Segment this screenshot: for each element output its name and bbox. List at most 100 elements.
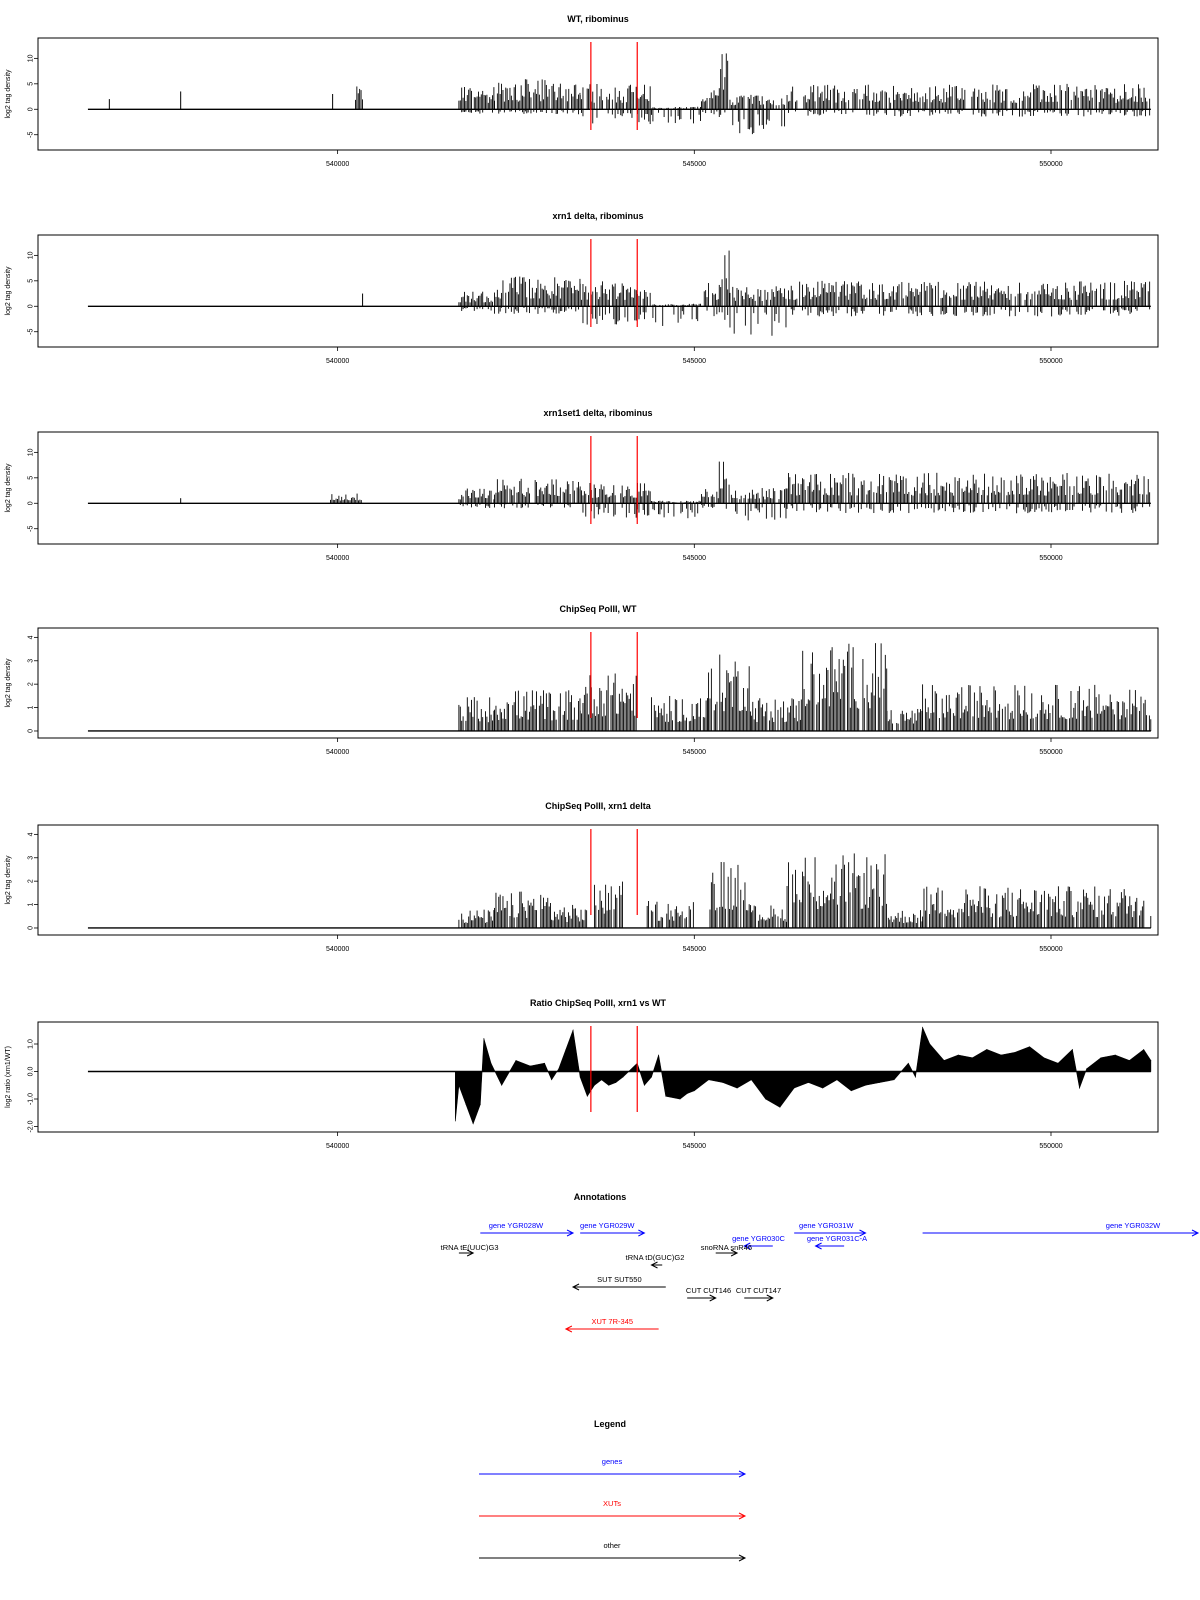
ratio-point xyxy=(986,1049,988,1050)
ratio-point xyxy=(594,1084,595,1086)
panel-title: xrn1 delta, ribominus xyxy=(552,211,643,221)
arrow-right-icon xyxy=(859,1229,867,1237)
arrow-right-icon xyxy=(730,1249,739,1257)
legend-label: other xyxy=(603,1541,621,1550)
annotation-feature: gene YGR029W xyxy=(580,1221,646,1237)
ratio-point xyxy=(750,1079,752,1081)
arrow-right-icon xyxy=(738,1554,747,1562)
ratio-point xyxy=(679,1098,681,1100)
ratio-point xyxy=(915,1076,916,1078)
x-tick-label: 540000 xyxy=(326,555,349,562)
ratio-point xyxy=(893,1079,895,1081)
y-tick-label: 2 xyxy=(28,682,35,686)
x-tick-label: 550000 xyxy=(1039,161,1062,168)
y-tick-label: 4 xyxy=(28,635,35,639)
y-tick-label: 5 xyxy=(28,279,35,283)
x-tick-label: 540000 xyxy=(326,358,349,365)
ratio-point xyxy=(665,1095,667,1097)
y-tick-label: 10 xyxy=(28,54,35,62)
ratio-point xyxy=(490,1062,492,1064)
feature-label: tRNA tD(GUC)G2 xyxy=(626,1253,685,1262)
ratio-point xyxy=(544,1062,545,1064)
arrow-right-icon xyxy=(738,1512,747,1520)
ratio-point xyxy=(922,1027,923,1028)
annotation-feature: CUT CUT146 xyxy=(686,1286,731,1302)
ratio-point xyxy=(1150,1060,1152,1061)
ratio-point xyxy=(865,1084,866,1086)
y-tick-label: 0 xyxy=(28,107,35,111)
panel-title: xrn1set1 delta, ribominus xyxy=(543,408,652,418)
ratio-point xyxy=(454,1120,456,1122)
feature-label: tRNA tE(UUC)G3 xyxy=(441,1243,499,1252)
plot-frame xyxy=(37,234,1159,348)
ratio-point xyxy=(608,1084,610,1086)
annotation-feature: CUT CUT147 xyxy=(736,1286,781,1302)
ratio-point xyxy=(765,1098,767,1100)
ratio-point xyxy=(622,1076,624,1078)
y-tick-label: 5 xyxy=(28,82,35,86)
ratio-point xyxy=(472,1123,474,1125)
plot-frame xyxy=(37,824,1159,936)
x-tick-label: 550000 xyxy=(1039,749,1062,756)
ratio-point xyxy=(1086,1068,1088,1070)
y-axis-label: log2 tag density xyxy=(5,658,12,708)
plot-frame xyxy=(37,37,1159,151)
feature-label: gene YGR032W xyxy=(1106,1221,1161,1230)
y-tick-label: 0 xyxy=(28,926,35,930)
y-axis-label: log2 tag density xyxy=(5,266,12,316)
y-tick-label: -5 xyxy=(28,526,35,532)
ratio-point xyxy=(1057,1062,1059,1064)
feature-label: SUT SUT550 xyxy=(597,1275,641,1284)
ratio-point xyxy=(479,1104,481,1105)
ratio-point xyxy=(972,1057,973,1059)
ratio-point xyxy=(736,1087,738,1089)
y-tick-label: 0 xyxy=(28,729,35,733)
y-tick-label: 0 xyxy=(28,304,35,308)
annotations-panel: Annotations gene YGR028W gene YGR029W gene … xyxy=(441,1192,1200,1333)
y-tick-label: 0 xyxy=(28,501,35,505)
ratio-point xyxy=(822,1087,824,1089)
ratio-point xyxy=(1000,1054,1002,1056)
panel-title: WT, ribominus xyxy=(567,14,629,24)
x-tick-label: 550000 xyxy=(1039,555,1062,562)
ratio-point xyxy=(1143,1049,1145,1050)
annotation-feature: SUT SUT550 xyxy=(571,1275,666,1291)
ratio-point xyxy=(879,1082,881,1083)
y-axis-label: log2 ratio (xrn1/WT) xyxy=(5,1046,12,1108)
annotation-feature: gene YGR031W xyxy=(794,1221,867,1237)
annotation-feature: gene YGR032W xyxy=(922,1221,1200,1237)
panel-4: ChipSeq PolII, WT 0 1 2 3 4 540000 545000 550000… xyxy=(5,604,1159,756)
annotation-feature: XUT 7R-345 xyxy=(564,1317,659,1333)
y-tick-label: -2.0 xyxy=(28,1120,35,1132)
y-tick-label: -1.0 xyxy=(28,1093,35,1105)
ratio-point xyxy=(601,1079,602,1081)
panel-title: ChipSeq PolII, WT xyxy=(560,604,637,614)
ratio-point xyxy=(907,1062,909,1064)
panel-6: Ratio ChipSeq PolII, xrn1 vs WT -2.0 -1.0 0… xyxy=(5,998,1159,1150)
y-tick-label: 4 xyxy=(28,832,35,836)
arrow-right-icon xyxy=(466,1249,475,1257)
bar-series xyxy=(458,643,1152,731)
ratio-point xyxy=(615,1082,617,1083)
x-tick-label: 545000 xyxy=(683,749,706,756)
legend-item: genes xyxy=(479,1457,747,1478)
annotation-feature: gene YGR030C xyxy=(732,1234,785,1250)
feature-label: CUT CUT146 xyxy=(686,1286,731,1295)
y-axis-label: log2 tag density xyxy=(5,463,12,513)
feature-label: gene YGR031W xyxy=(799,1221,854,1230)
panel-title: Ratio ChipSeq PolII, xrn1 vs WT xyxy=(530,998,667,1008)
legend-item: XUTs xyxy=(479,1499,747,1520)
arrow-left-icon xyxy=(564,1325,573,1333)
bar-series xyxy=(180,461,1151,521)
y-tick-label: 10 xyxy=(28,251,35,259)
annotations-title: Annotations xyxy=(574,1192,627,1202)
ratio-point xyxy=(929,1043,931,1045)
arrow-right-icon xyxy=(638,1229,646,1237)
ratio-point xyxy=(1100,1057,1102,1059)
ratio-point xyxy=(850,1090,852,1092)
feature-label: XUT 7R-345 xyxy=(591,1317,633,1326)
x-tick-label: 545000 xyxy=(683,555,706,562)
panel-title: ChipSeq PolII, xrn1 delta xyxy=(545,801,652,811)
legend-label: XUTs xyxy=(603,1499,621,1508)
